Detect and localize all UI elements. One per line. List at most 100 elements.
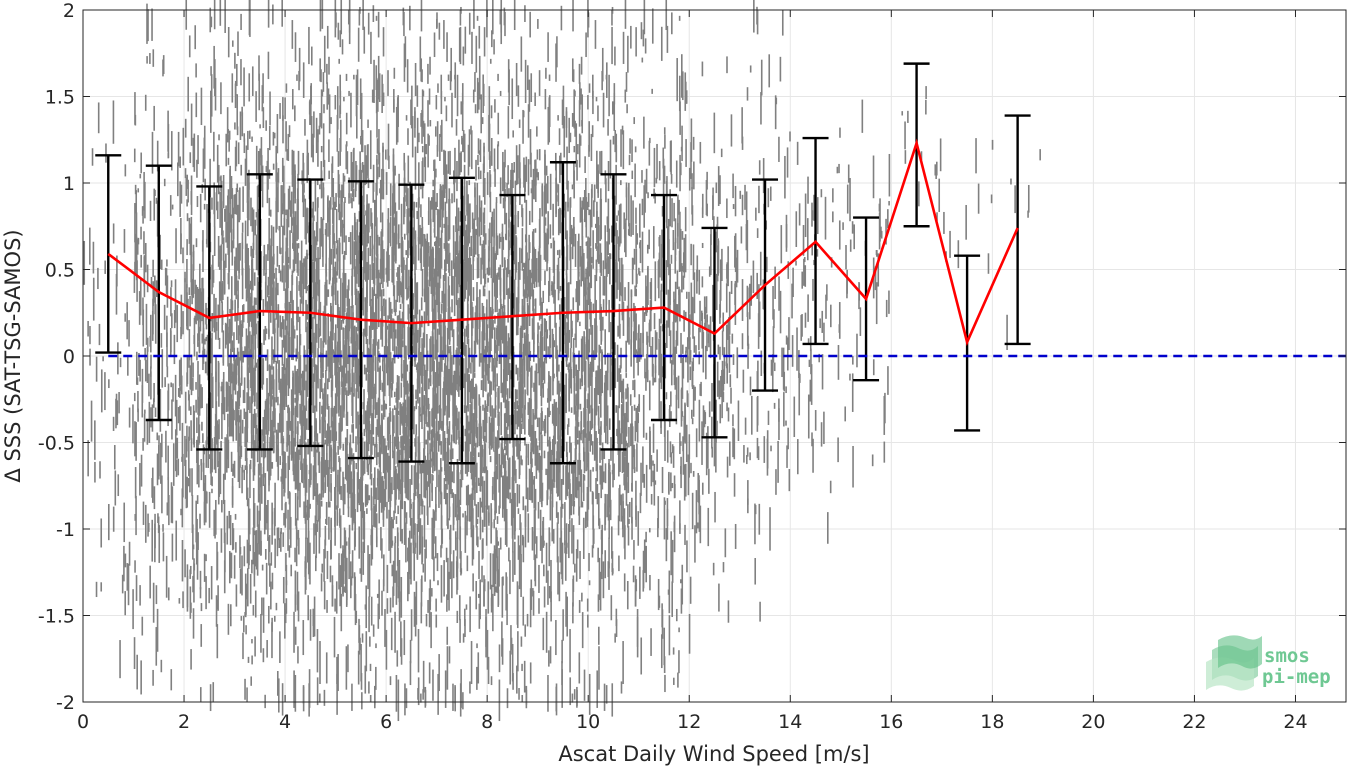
scatter-point — [304, 505, 307, 521]
scatter-point — [520, 636, 523, 647]
scatter-point — [310, 346, 313, 354]
scatter-point — [482, 163, 485, 198]
scatter-point — [428, 469, 431, 508]
scatter-point — [446, 646, 449, 690]
scatter-point — [170, 382, 172, 388]
scatter-point — [473, 0, 475, 29]
scatter-point — [146, 264, 149, 293]
scatter-point — [398, 310, 401, 338]
scatter-point — [272, 288, 274, 303]
scatter-point — [280, 185, 283, 227]
scatter-point — [446, 32, 448, 62]
scatter-point — [143, 256, 146, 287]
scatter-point — [194, 292, 197, 311]
scatter-point — [229, 397, 231, 437]
scatter-point — [171, 533, 174, 562]
scatter-point — [188, 287, 191, 295]
scatter-point — [338, 508, 341, 527]
scatter-point — [338, 553, 340, 590]
scatter-point — [244, 448, 247, 462]
scatter-point — [579, 245, 582, 267]
scatter-point — [466, 555, 469, 572]
scatter-point — [501, 576, 504, 618]
scatter-point — [490, 217, 493, 247]
scatter-point — [253, 272, 256, 286]
scatter-point — [334, 413, 336, 424]
scatter-point — [522, 359, 524, 384]
scatter-point — [496, 325, 499, 362]
scatter-point — [436, 208, 439, 244]
scatter-point — [494, 315, 496, 324]
scatter-point — [458, 411, 460, 439]
scatter-point — [476, 257, 479, 279]
scatter-point — [255, 424, 258, 435]
scatter-point — [112, 100, 115, 144]
scatter-point — [178, 598, 181, 604]
scatter-point — [352, 330, 355, 367]
scatter-point — [233, 347, 236, 391]
scatter-point — [190, 354, 193, 396]
scatter-point — [279, 403, 282, 433]
scatter-point — [334, 324, 337, 351]
scatter-point — [568, 362, 570, 367]
scatter-point — [241, 305, 244, 329]
scatter-point — [474, 477, 476, 506]
scatter-point — [152, 281, 155, 306]
scatter-point — [576, 477, 578, 499]
scatter-point — [540, 297, 542, 319]
scatter-point — [440, 341, 442, 366]
scatter-point — [220, 244, 223, 261]
scatter-point — [585, 268, 587, 274]
scatter-point — [285, 325, 288, 330]
scatter-point — [520, 455, 522, 465]
scatter-point — [536, 149, 539, 160]
scatter-point — [333, 405, 336, 443]
scatter-point — [344, 325, 347, 362]
scatter-point — [219, 245, 222, 264]
scatter-point — [585, 421, 587, 436]
scatter-point — [390, 521, 393, 540]
scatter-point — [566, 452, 568, 495]
scatter-point — [304, 441, 306, 480]
scatter-point — [437, 83, 439, 93]
scatter-point — [353, 74, 355, 80]
scatter-point — [483, 374, 485, 391]
scatter-point — [557, 442, 560, 471]
scatter-point — [377, 55, 380, 100]
scatter-point — [428, 411, 431, 434]
scatter-point — [441, 290, 443, 304]
scatter-point — [534, 159, 536, 171]
scatter-point — [484, 345, 487, 373]
scatter-point — [521, 208, 524, 227]
scatter-point — [472, 413, 474, 455]
scatter-point — [393, 405, 396, 410]
scatter-point — [443, 560, 445, 597]
scatter-point — [384, 307, 387, 350]
scatter-point — [446, 242, 448, 264]
scatter-point — [479, 207, 482, 222]
scatter-point — [262, 443, 265, 478]
scatter-point — [468, 129, 471, 167]
scatter-point — [451, 489, 453, 498]
scatter-point — [354, 576, 356, 608]
scatter-point — [327, 482, 330, 492]
scatter-point — [153, 105, 155, 131]
scatter-point — [464, 215, 467, 222]
scatter-point — [377, 399, 380, 437]
scatter-point — [543, 586, 546, 608]
scatter-point — [205, 324, 208, 330]
scatter-point — [508, 188, 510, 228]
scatter-point — [341, 365, 344, 378]
scatter-point — [433, 556, 435, 582]
scatter-point — [330, 305, 333, 344]
scatter-point — [505, 521, 508, 547]
scatter-point — [485, 511, 488, 546]
scatter-point — [441, 190, 443, 233]
scatter-point — [167, 383, 170, 411]
scatter-point — [557, 115, 559, 121]
scatter-point — [491, 355, 494, 372]
scatter-point — [144, 359, 147, 382]
scatter-point — [356, 219, 359, 237]
scatter-point — [195, 63, 197, 78]
scatter-point — [221, 402, 223, 440]
